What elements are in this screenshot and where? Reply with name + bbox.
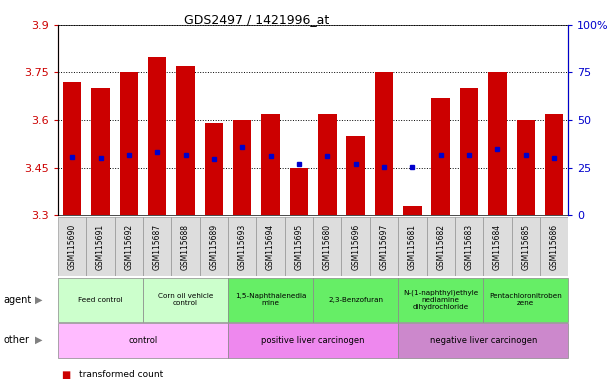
Bar	[228, 217, 257, 276]
Text: GDS2497 / 1421996_at: GDS2497 / 1421996_at	[184, 13, 329, 26]
Text: GSM115684: GSM115684	[493, 223, 502, 270]
Bar	[460, 88, 478, 215]
Bar	[148, 56, 166, 215]
Bar	[257, 217, 285, 276]
Text: ▶: ▶	[35, 295, 43, 305]
Text: negative liver carcinogen: negative liver carcinogen	[430, 336, 537, 345]
Bar	[290, 167, 308, 215]
Bar	[233, 120, 252, 215]
Text: transformed count: transformed count	[79, 370, 164, 379]
Bar	[120, 73, 138, 215]
Text: GSM115692: GSM115692	[125, 223, 133, 270]
Text: Feed control: Feed control	[78, 297, 123, 303]
Bar	[200, 217, 228, 276]
Bar	[370, 217, 398, 276]
Text: GSM115680: GSM115680	[323, 223, 332, 270]
Bar	[455, 217, 483, 276]
Text: GSM115694: GSM115694	[266, 223, 275, 270]
Bar	[143, 217, 172, 276]
Bar	[346, 136, 365, 215]
Text: 1,5-Naphthalenedia
mine: 1,5-Naphthalenedia mine	[235, 293, 306, 306]
Text: control: control	[128, 336, 158, 345]
Bar	[426, 217, 455, 276]
Text: GSM115689: GSM115689	[210, 223, 219, 270]
Bar	[313, 217, 342, 276]
Text: Corn oil vehicle
control: Corn oil vehicle control	[158, 293, 213, 306]
Bar	[545, 114, 563, 215]
Bar	[398, 217, 426, 276]
Text: N-(1-naphthyl)ethyle
nediamine
dihydrochloride: N-(1-naphthyl)ethyle nediamine dihydroch…	[403, 290, 478, 310]
Bar	[115, 217, 143, 276]
Bar	[516, 120, 535, 215]
Text: GSM115682: GSM115682	[436, 224, 445, 270]
Text: agent: agent	[3, 295, 31, 305]
Bar	[262, 114, 280, 215]
Text: GSM115687: GSM115687	[153, 223, 162, 270]
Text: GSM115696: GSM115696	[351, 223, 360, 270]
Text: GSM115697: GSM115697	[379, 223, 389, 270]
Text: GSM115681: GSM115681	[408, 224, 417, 270]
Bar	[375, 73, 393, 215]
Text: GSM115693: GSM115693	[238, 223, 247, 270]
Bar	[540, 217, 568, 276]
Bar	[86, 217, 115, 276]
Bar	[318, 114, 337, 215]
Bar	[177, 66, 195, 215]
Bar	[511, 217, 540, 276]
Bar	[172, 217, 200, 276]
Bar	[488, 73, 507, 215]
Text: GSM115686: GSM115686	[549, 223, 558, 270]
Bar	[483, 217, 511, 276]
Text: Pentachloronitroben
zene: Pentachloronitroben zene	[489, 293, 562, 306]
Text: GSM115691: GSM115691	[96, 223, 105, 270]
Bar	[342, 217, 370, 276]
Bar	[58, 217, 86, 276]
Bar	[285, 217, 313, 276]
Bar	[403, 205, 422, 215]
Bar	[431, 98, 450, 215]
Text: positive liver carcinogen: positive liver carcinogen	[262, 336, 365, 345]
Text: GSM115688: GSM115688	[181, 224, 190, 270]
Text: GSM115690: GSM115690	[68, 223, 77, 270]
Text: GSM115695: GSM115695	[295, 223, 304, 270]
Text: 2,3-Benzofuran: 2,3-Benzofuran	[328, 297, 383, 303]
Bar	[92, 88, 110, 215]
Bar	[63, 82, 81, 215]
Text: other: other	[3, 335, 29, 345]
Text: GSM115683: GSM115683	[464, 223, 474, 270]
Text: GSM115685: GSM115685	[521, 223, 530, 270]
Bar	[205, 123, 223, 215]
Text: ■: ■	[61, 370, 70, 380]
Text: ▶: ▶	[35, 335, 43, 345]
